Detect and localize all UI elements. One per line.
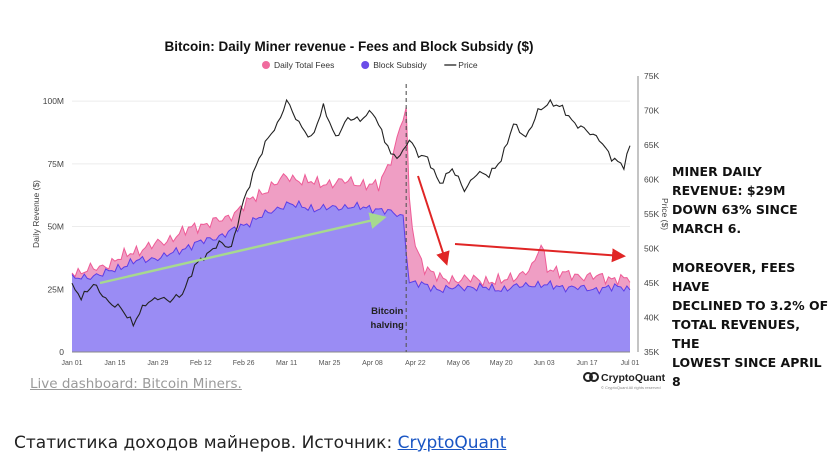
annotation-arrows — [99, 175, 626, 285]
fees-line — [71, 107, 631, 288]
x-tick-label: Mar 11 — [276, 360, 297, 367]
chart-title: Bitcoin: Daily Miner revenue - Fees and … — [164, 39, 533, 54]
x-tick-label: Jan 15 — [104, 360, 125, 367]
caption-text: Статистика доходов майнеров. Источник: — [14, 433, 398, 453]
y2-tick-label: 50K — [644, 244, 659, 254]
y-tick-label: 25M — [47, 284, 64, 294]
legend-marker — [262, 61, 270, 69]
miner-revenue-note: MINER DAILY REVENUE: $29M DOWN 63% SINCE… — [672, 164, 798, 236]
cryptoquant-copyright: © CryptoQuant All rights reserved — [601, 385, 661, 390]
x-tick-label: Feb 26 — [233, 360, 255, 367]
x-tick-label: Apr 08 — [362, 360, 383, 367]
cryptoquant-brand: CryptoQuant — [601, 372, 666, 384]
x-tick-label: May 20 — [490, 360, 513, 367]
y2-tick-label: 75K — [644, 71, 659, 81]
legend-label: Price — [458, 60, 478, 70]
y2-axis-label: Price ($) — [660, 198, 670, 230]
legend-label: Block Subsidy — [373, 60, 427, 70]
x-tick-label: Jul 01 — [621, 360, 640, 367]
chart-legend: Daily Total Fees Block Subsidy Price — [262, 60, 478, 70]
halving-label: Bitcoin — [371, 306, 403, 317]
halving-label: halving — [371, 320, 404, 331]
y-tick-label: 0 — [59, 347, 64, 357]
legend-marker — [361, 61, 370, 69]
subsidy-area — [72, 201, 630, 352]
subsidy-line — [71, 199, 631, 295]
cryptoquant-logo-icon — [589, 372, 599, 382]
live-dashboard-link[interactable]: Live dashboard: Bitcoin Miners. — [30, 376, 242, 392]
figure-caption: Статистика доходов майнеров. Источник: C… — [14, 433, 506, 453]
cryptoquant-watermark: CryptoQuant© CryptoQuant All rights rese… — [583, 372, 666, 390]
x-tick-label: Jun 03 — [534, 360, 555, 367]
red-flat-arrow — [454, 243, 626, 263]
x-tick-label: Feb 12 — [190, 360, 212, 367]
red-drop-arrow — [417, 175, 450, 266]
y-tick-label: 50M — [47, 222, 64, 232]
y2-tick-label: 45K — [644, 278, 659, 288]
y-tick-label: 75M — [47, 159, 64, 169]
y2-tick-label: 60K — [644, 175, 659, 185]
x-tick-label: Jan 29 — [147, 360, 168, 367]
x-tick-label: Mar 25 — [319, 360, 341, 367]
price-series — [71, 98, 631, 328]
x-tick-label: Jan 01 — [61, 360, 82, 367]
y2-tick-label: 55K — [644, 209, 659, 219]
y2-tick-label: 35K — [644, 347, 659, 357]
halving-marker: Bitcoin halving — [371, 84, 407, 352]
cryptoquant-source-link[interactable]: CryptoQuant — [397, 433, 507, 453]
miner-revenue-chart: Bitcoin: Daily Miner revenue - Fees and … — [31, 39, 670, 390]
fees-decline-note: MOREOVER, FEES HAVE DECLINED TO 3.2% OF … — [672, 260, 829, 389]
y2-tick-label: 70K — [644, 106, 659, 116]
legend-label: Daily Total Fees — [274, 60, 334, 70]
y-axis-label: Daily Revenue ($) — [31, 180, 41, 248]
x-tick-label: Apr 22 — [405, 360, 426, 367]
y-tick-label: 100M — [43, 96, 64, 106]
green-trend-arrow — [99, 212, 387, 285]
cryptoquant-logo-icon — [583, 372, 593, 382]
price-line — [71, 98, 631, 328]
area-series — [71, 107, 631, 352]
x-tick-label: May 06 — [447, 360, 470, 367]
x-tick-label: Jun 17 — [577, 360, 598, 367]
y2-tick-label: 65K — [644, 140, 659, 150]
axes: 0 25M 50M 75M 100M 35K 40K 45K 50K 55K 60K 65K 70K 75… — [31, 71, 670, 367]
y2-tick-label: 40K — [644, 313, 659, 323]
